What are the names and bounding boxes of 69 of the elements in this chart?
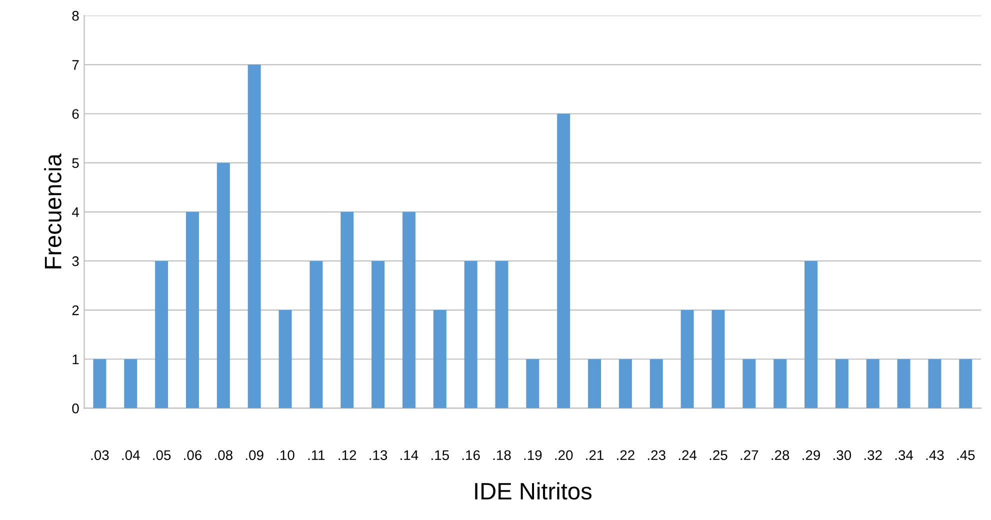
y-tick-label: 2 [72,305,79,316]
bar [155,260,168,408]
bar [433,310,446,408]
bar [897,359,910,408]
x-tick-label: .14 [400,450,418,460]
y-tick-label: 7 [72,60,79,70]
bar [310,260,323,408]
x-tick-label: .04 [122,450,140,460]
bar [93,359,106,408]
x-tick-label: .34 [895,450,914,460]
bar [186,212,199,408]
x-tick-label: .08 [215,450,232,460]
x-tick-label: .10 [276,450,294,460]
bar [495,260,508,408]
y-tick-label: 4 [72,207,79,217]
bar [340,212,354,408]
bar [650,359,663,408]
x-tick-label: .28 [772,450,790,460]
bar [680,310,694,408]
bar [526,359,540,408]
y-tick-label: 8 [72,10,79,21]
x-tick-label: .25 [710,450,728,460]
x-tick-label: .24 [678,450,697,460]
y-tick-label: 3 [72,256,79,266]
bar [928,359,942,408]
x-axis-title: IDE Nitritos [475,482,592,500]
x-tick-label: .30 [834,450,852,460]
x-tick-label: .15 [432,450,449,460]
x-tick-label: .29 [802,450,820,460]
x-tick-label: .05 [153,450,171,460]
bar [372,260,385,408]
x-tick-label: .20 [555,450,573,460]
bar [959,359,972,408]
bar [124,359,138,408]
bar [248,64,261,408]
x-tick-label: .22 [617,450,634,460]
bar [774,359,787,408]
y-tick-label: 6 [72,109,79,119]
x-tick-label: .12 [338,450,356,460]
bar [835,359,848,408]
x-tick-label: .03 [91,450,109,460]
bar [557,114,570,408]
bar [804,260,818,408]
x-tick-label: .18 [493,450,511,460]
bar [588,359,602,408]
bar [402,212,416,408]
bar [464,260,478,408]
x-tick-label: .09 [246,450,264,460]
bar [618,359,632,408]
x-tick-label: .16 [462,450,480,460]
y-tick-label: 5 [72,158,79,168]
x-tick-label: .11 [308,450,325,460]
x-tick-label: .13 [370,450,388,460]
x-tick-label: .32 [864,450,882,460]
x-tick-label: .27 [740,450,758,460]
bar [742,359,756,408]
bar [712,310,725,408]
y-axis-title: Frecuencia [44,154,62,268]
x-tick-label: .45 [957,450,975,460]
x-tick-label: .23 [648,450,666,460]
x-tick-label: .06 [184,450,202,460]
bar [216,162,230,408]
bar [278,310,292,408]
x-tick-label: .43 [926,450,944,460]
y-tick-label: 1 [72,354,79,364]
x-tick-label: .21 [586,450,604,460]
y-tick-label: 0 [72,404,79,414]
bar [866,359,880,408]
x-tick-label: .19 [524,450,542,460]
